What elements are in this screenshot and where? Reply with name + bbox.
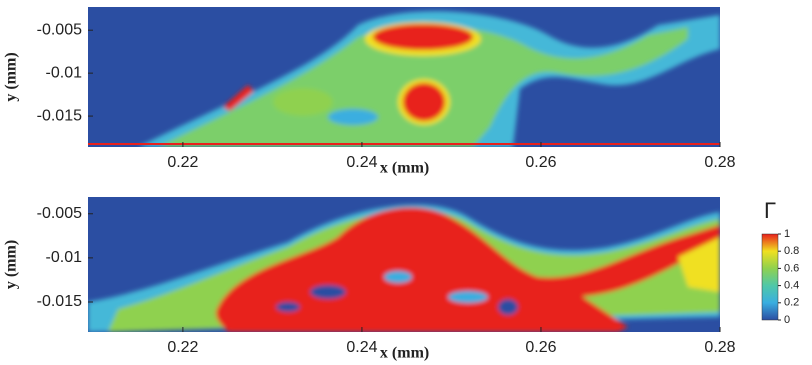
colorbar-tick-label: 0.6 [784, 262, 799, 274]
x-tick-label: 0.26 [525, 154, 556, 171]
x-tick-label: 0.22 [167, 339, 198, 356]
x-tick-label: 0.28 [704, 154, 735, 171]
x-axis-label: x (mm) [380, 160, 429, 177]
field-1 [88, 7, 720, 147]
colorbar-tick-label: 0 [784, 314, 790, 326]
y-tick-label: -0.015 [37, 293, 82, 310]
y-tick-label: -0.005 [37, 205, 82, 222]
field-2 [88, 197, 720, 332]
colorbar-tick-label: 0.2 [784, 297, 799, 309]
y-axis-label: y (mm) [3, 240, 20, 289]
x-tick-label: 0.26 [525, 339, 556, 356]
colorbar [761, 233, 779, 321]
y-axis-label: y (mm) [3, 52, 20, 101]
y-tick-label: -0.015 [37, 107, 82, 124]
colorbar-tick-label: 1 [784, 228, 790, 240]
colorbar-title: Γ [764, 198, 776, 223]
x-tick-label: 0.22 [167, 154, 198, 171]
colorbar-tick-label: 0.8 [784, 245, 799, 257]
x-tick-label: 0.28 [704, 339, 735, 356]
x-tick-label: 0.24 [346, 339, 377, 356]
y-tick-label: -0.005 [37, 21, 82, 38]
x-tick-label: 0.24 [346, 154, 377, 171]
y-tick-label: -0.01 [46, 64, 83, 81]
y-tick-label: -0.01 [46, 249, 83, 266]
x-axis-label: x (mm) [380, 345, 429, 362]
colorbar-tick-label: 0.4 [784, 280, 799, 292]
